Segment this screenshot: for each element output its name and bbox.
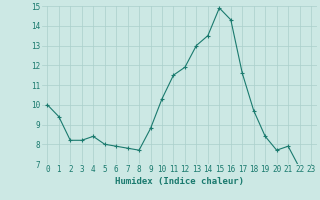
X-axis label: Humidex (Indice chaleur): Humidex (Indice chaleur) [115, 177, 244, 186]
